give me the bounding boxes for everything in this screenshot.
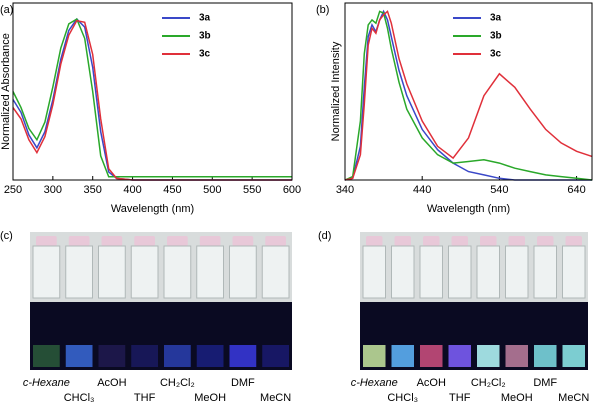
vial-glow	[164, 345, 191, 367]
x-tick-label: 600	[283, 184, 301, 196]
x-tick-label: 340	[336, 184, 354, 196]
plot-frame	[12, 2, 293, 181]
vial-cap	[565, 236, 582, 246]
vial	[32, 245, 61, 299]
vial	[229, 245, 257, 299]
panel-label: (a)	[0, 4, 13, 16]
x-tick-label: 640	[567, 184, 585, 196]
vial	[98, 245, 126, 299]
legend-label: 3a	[199, 13, 211, 24]
vial-glow	[196, 345, 224, 367]
vial	[505, 245, 529, 299]
vial-cap	[232, 236, 254, 246]
vial-glow	[448, 345, 471, 367]
data-line	[12, 18, 292, 178]
vial	[261, 245, 290, 299]
solvent-label: AcOH	[97, 377, 126, 389]
solvent-label: AcOH	[417, 377, 446, 389]
vial-glow	[65, 345, 93, 367]
vial-glow	[98, 345, 126, 367]
data-line	[344, 10, 593, 181]
vial	[533, 245, 557, 299]
vial-glow	[262, 345, 289, 367]
solvent-label: MeOH	[194, 392, 226, 404]
vial-glow	[420, 345, 443, 367]
x-tick-label: 500	[203, 184, 221, 196]
vial-cap	[101, 236, 123, 246]
vial-cap	[199, 236, 221, 246]
solvent-label: THF	[134, 392, 156, 404]
vial	[562, 245, 586, 299]
vial-cap	[423, 236, 440, 246]
legend-label: 3b	[490, 31, 502, 42]
vial-cap	[167, 236, 188, 246]
vial	[65, 245, 93, 299]
solvent-label: DMF	[533, 377, 557, 389]
solvent-label: DMF	[231, 377, 255, 389]
vial-glow	[391, 345, 414, 367]
legend-label: 3c	[490, 49, 502, 60]
x-axis-label: Wavelength (nm)	[427, 203, 510, 215]
vial-cap	[36, 236, 57, 246]
vial	[419, 245, 443, 299]
legend-label: 3a	[490, 13, 502, 24]
solvent-label: CHCl₃	[387, 392, 418, 404]
solvent-label: MeCN	[260, 392, 291, 404]
vial	[362, 245, 386, 299]
vial-cap	[366, 236, 383, 246]
vial-glow	[534, 345, 557, 367]
x-tick-label: 250	[4, 184, 22, 196]
solvent-label: MeCN	[558, 392, 589, 404]
x-tick-label: 440	[413, 184, 431, 196]
vial-glow	[363, 345, 386, 367]
data-line	[12, 19, 292, 181]
vial-cap	[68, 236, 90, 246]
data-line	[344, 10, 593, 181]
x-tick-label: 400	[123, 184, 141, 196]
legend-label: 3b	[199, 31, 211, 42]
solvent-label: CH₂Cl₂	[160, 377, 195, 389]
vial	[391, 245, 415, 299]
panel-label: (d)	[318, 230, 331, 242]
vial-glow	[477, 345, 500, 367]
y-axis-label: Normalized Intensity	[330, 41, 342, 141]
solvent-label: THF	[449, 392, 471, 404]
solvent-label: c-Hexane	[351, 377, 398, 389]
x-axis-label: Wavelength (nm)	[111, 203, 194, 215]
vial	[163, 245, 192, 299]
x-tick-label: 550	[243, 184, 261, 196]
vial	[130, 245, 159, 299]
vial	[476, 245, 500, 299]
plot-frame	[344, 2, 593, 181]
vial	[196, 245, 224, 299]
vial-glow	[33, 345, 60, 367]
x-tick-label: 350	[84, 184, 102, 196]
vial	[448, 245, 472, 299]
legend-label: 3c	[199, 49, 211, 60]
panel-label: (c)	[0, 230, 13, 242]
y-axis-label: Normalized Absorbance	[0, 33, 12, 150]
panel-label: (b)	[316, 4, 329, 16]
vial-cap	[265, 236, 286, 246]
vial-glow	[229, 345, 257, 367]
solvent-label: c-Hexane	[23, 377, 70, 389]
vial-glow	[562, 345, 585, 367]
x-tick-label: 540	[490, 184, 508, 196]
vial-cap	[480, 236, 497, 246]
solvent-label: CH₂Cl₂	[471, 377, 506, 389]
vial-cap	[394, 236, 411, 246]
solvent-label: CHCl₃	[64, 392, 95, 404]
vial-cap	[508, 236, 525, 246]
vial-cap	[451, 236, 468, 246]
vial-cap	[537, 236, 554, 246]
solvent-label: MeOH	[501, 392, 533, 404]
vial-cap	[134, 236, 155, 246]
data-line	[12, 17, 292, 181]
x-tick-label: 300	[44, 184, 62, 196]
x-tick-label: 450	[163, 184, 181, 196]
vial-glow	[131, 345, 158, 367]
vial-glow	[505, 345, 528, 367]
